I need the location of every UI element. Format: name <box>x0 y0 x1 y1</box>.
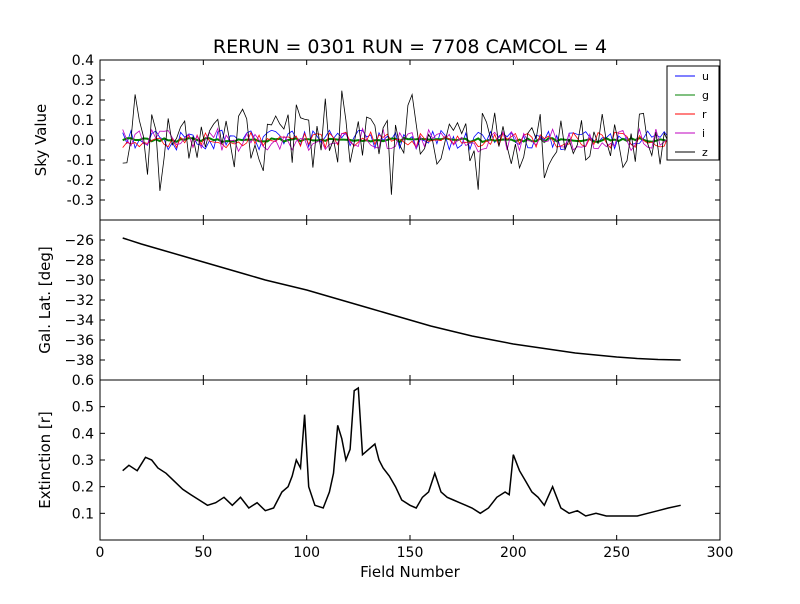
x-tick-label: 200 <box>500 545 527 561</box>
y-axis-label: Gal. Lat. [deg] <box>36 246 54 353</box>
legend-box <box>666 65 720 161</box>
x-tick-label: 250 <box>603 545 630 561</box>
legend-label-r: r <box>702 108 707 121</box>
y-tick-label: 0.3 <box>72 453 94 469</box>
y-tick-label: -0.3 <box>67 193 94 209</box>
series-line-i <box>122 127 669 153</box>
series-line-u <box>122 129 669 151</box>
x-axis-label: Field Number <box>360 563 460 581</box>
y-tick-label: −26 <box>64 233 94 249</box>
y-tick-label: −28 <box>64 253 94 269</box>
y-axis-label: Sky Value <box>32 104 50 177</box>
y-tick-label: 0.4 <box>72 53 94 69</box>
x-tick-label: 100 <box>293 545 320 561</box>
y-tick-label: 0.6 <box>72 373 94 389</box>
y-tick-label: 0.3 <box>72 73 94 89</box>
x-tick-label: 0 <box>96 545 105 561</box>
panel-2: −26 −28 −30 −32 −34 −36 −38 Gal. Lat. [deg] <box>36 219 721 381</box>
series-line-r <box>122 131 669 149</box>
y-tick-label: -0.2 <box>67 173 94 189</box>
y-tick-label: -0.1 <box>67 153 94 169</box>
y-tick-label: 0.2 <box>72 480 94 496</box>
legend-label-z: z <box>702 146 708 159</box>
x-tick-label: 300 <box>707 545 734 561</box>
y-tick-label: −38 <box>64 353 94 369</box>
series-line <box>122 237 681 361</box>
y-tick-label: 0.0 <box>72 133 94 149</box>
y-tick-label: 0.2 <box>72 93 94 109</box>
series-line-g <box>122 136 669 144</box>
y-tick-label: 0.1 <box>72 506 94 522</box>
y-tick-label: −34 <box>64 313 94 329</box>
legend-label-u: u <box>702 70 709 83</box>
legend-label-g: g <box>702 89 709 102</box>
y-tick-label: −32 <box>64 293 94 309</box>
y-axis-label: Extinction [r] <box>36 411 54 509</box>
y-tick-label: −36 <box>64 333 94 349</box>
panel-frame <box>99 219 721 381</box>
panel-3: 0.6 0.5 0.4 0.3 0.2 0.1 0 50 100 150 200 250 300 Exti… <box>36 373 733 561</box>
y-tick-label: 0.4 <box>72 426 94 442</box>
chart-title: RERUN = 0301 RUN = 7708 CAMCOL = 4 <box>213 36 607 58</box>
legend-label-i: i <box>702 127 705 140</box>
panel-1: 0.4 0.3 0.2 0.1 0.0 -0.1 -0.2 -0.3 Sky Value ugri… <box>32 53 721 221</box>
chart-panels: 0.4 0.3 0.2 0.1 0.0 -0.1 -0.2 -0.3 Sky Value ugri… <box>32 53 733 561</box>
series-line-z <box>122 90 669 195</box>
y-tick-label: −30 <box>64 273 94 289</box>
x-tick-label: 50 <box>194 545 212 561</box>
y-tick-label: 0.1 <box>72 113 94 129</box>
y-tick-label: 0.5 <box>72 400 94 416</box>
x-tick-label: 150 <box>397 545 424 561</box>
series-line <box>122 386 681 517</box>
